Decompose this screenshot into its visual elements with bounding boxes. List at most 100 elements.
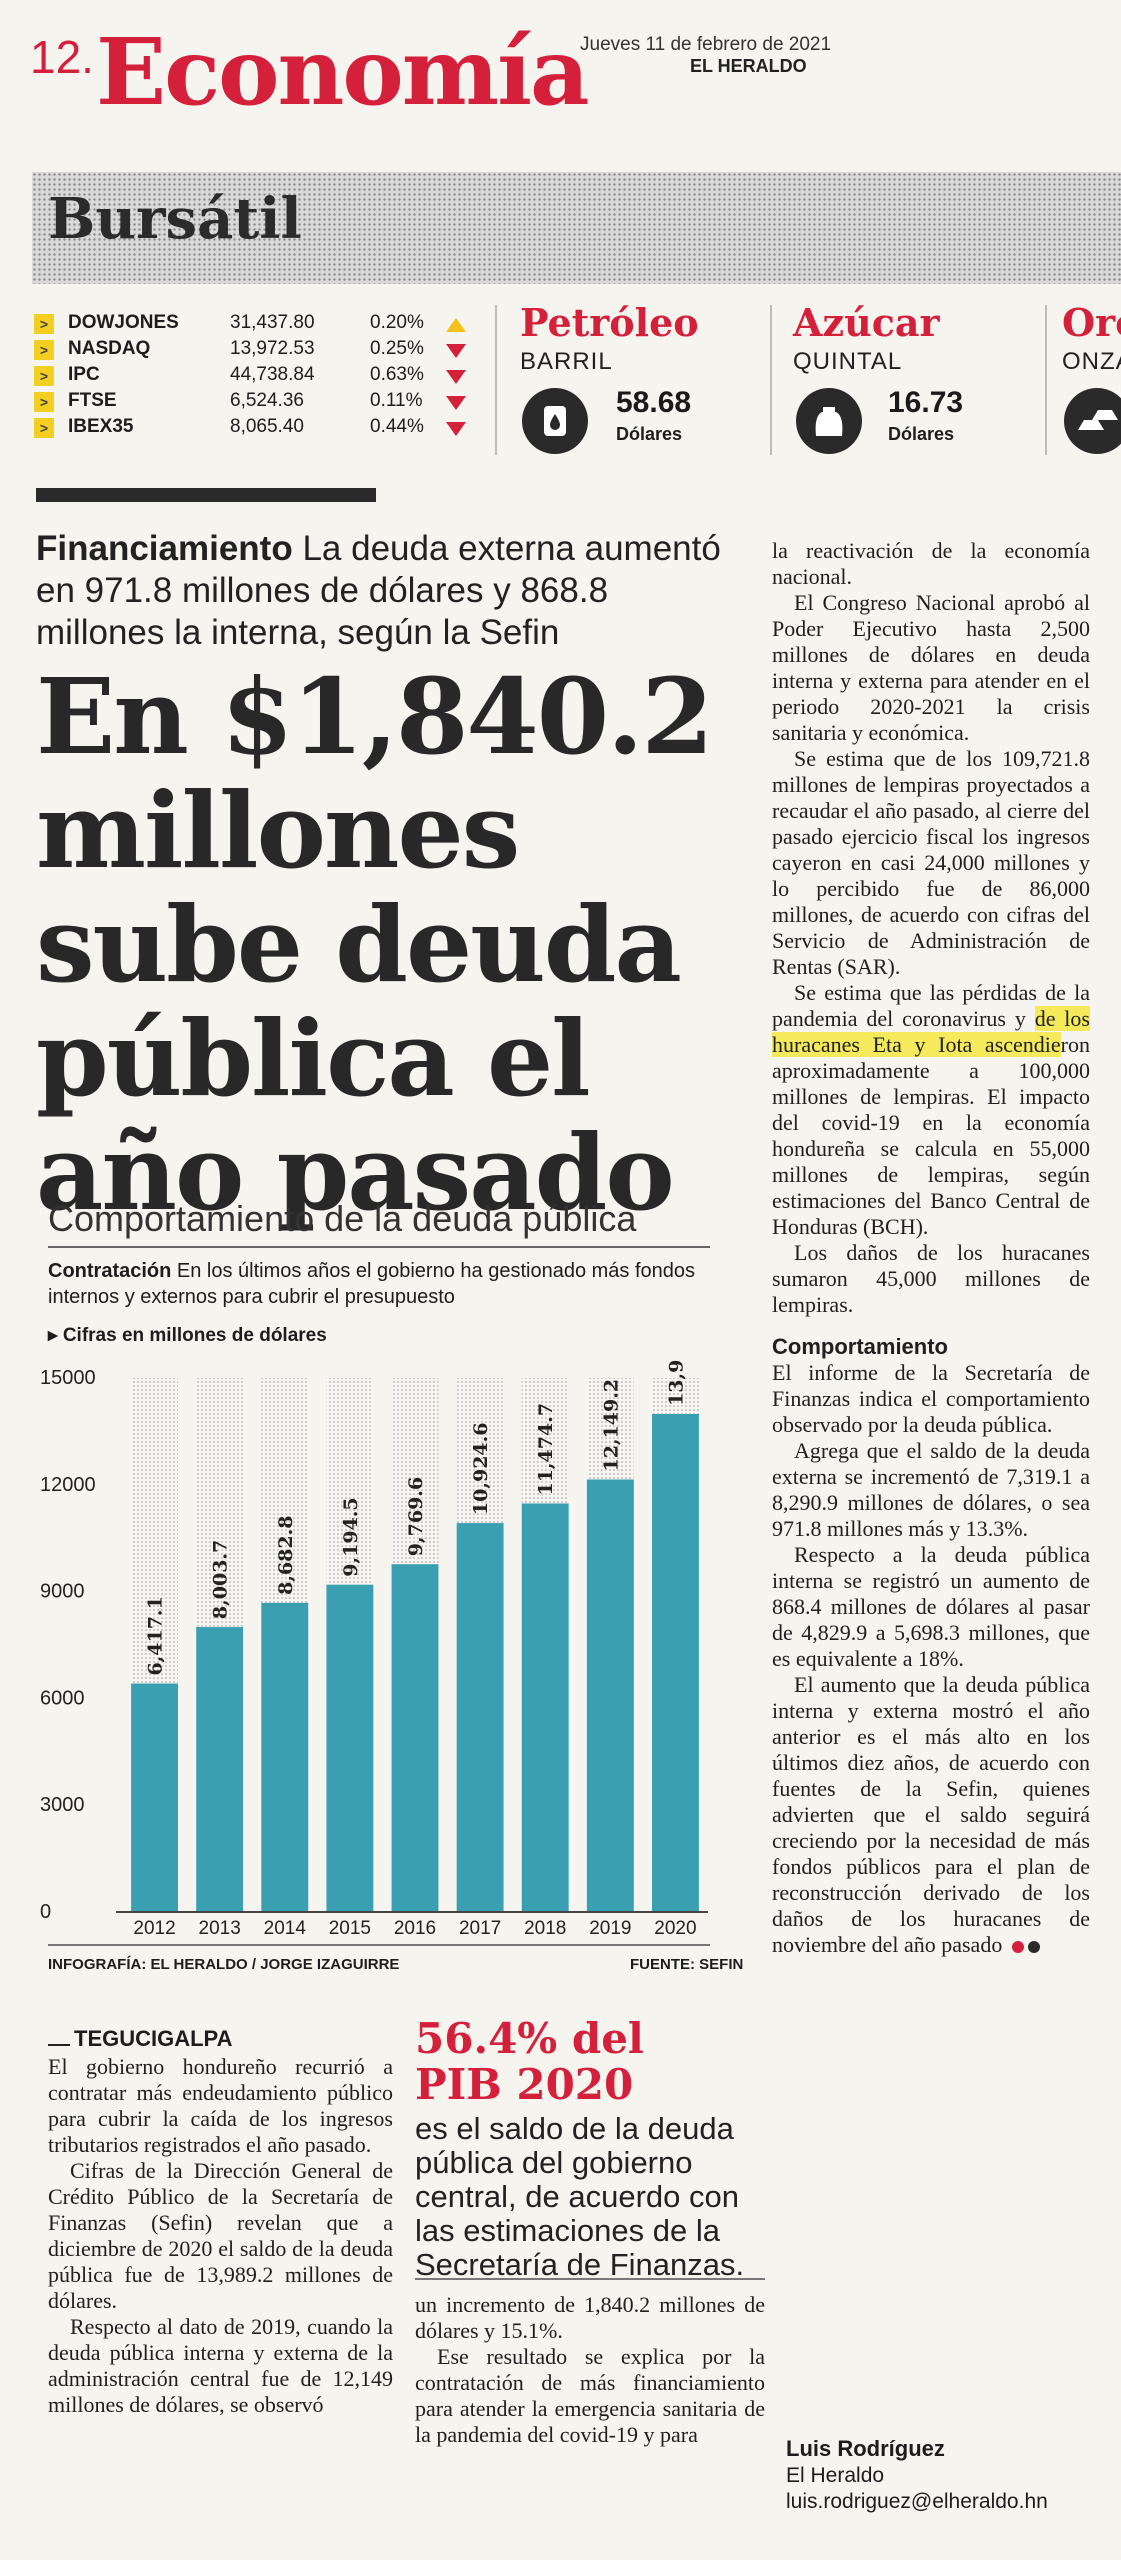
- market-row: > NASDAQ 13,972.53 0.25%: [34, 338, 474, 364]
- section-title: Economía: [96, 18, 590, 126]
- chart-source: FUENTE: SEFIN: [630, 1956, 744, 1973]
- bar: [456, 1523, 504, 1912]
- petroleo-title: Petróleo: [520, 300, 699, 345]
- x-tick-label: 2015: [329, 1918, 371, 1939]
- arrow-icon: >: [34, 392, 54, 412]
- page-number: 12.: [30, 31, 94, 83]
- arrow-icon: >: [34, 418, 54, 438]
- x-tick-label: 2019: [589, 1918, 631, 1939]
- section-divider: [36, 488, 376, 502]
- kicker-label: Financiamiento: [36, 529, 293, 568]
- x-tick-label: 2014: [264, 1918, 307, 1939]
- bar-value-label: 8,003.7: [210, 1540, 232, 1619]
- oro-title: Oro: [1062, 300, 1121, 345]
- paragraph: Se estima que de los 109,721.8 millones …: [772, 746, 1090, 979]
- bar-value-label: 6,417.1: [145, 1596, 167, 1675]
- market-row: > DOWJONES 31,437.80 0.20%: [34, 312, 474, 338]
- market-row: > IBEX35 8,065.40 0.44%: [34, 416, 474, 442]
- market-value: 8,065.40: [230, 416, 304, 437]
- bar-value-label: 12,149.2: [600, 1379, 622, 1472]
- market-name: DOWJONES: [68, 312, 179, 333]
- chart-desc-label: Contratación: [48, 1260, 172, 1282]
- x-tick-label: 2013: [199, 1918, 241, 1939]
- bar: [652, 1413, 699, 1912]
- bar: [131, 1683, 178, 1912]
- chart-title: Comportamiento de la deuda pública: [48, 1198, 637, 1239]
- column-divider: [495, 305, 497, 455]
- sugar-sack-icon: [796, 388, 862, 454]
- market-pct: 0.63%: [370, 364, 424, 385]
- text-run: Se estima que las pérdidas de la pandemi…: [772, 980, 1090, 1031]
- x-tick-label: 2018: [524, 1918, 566, 1939]
- market-name: NASDAQ: [68, 338, 151, 359]
- bar-value-label: 8,682.8: [275, 1516, 297, 1595]
- market-name: IBEX35: [68, 416, 134, 437]
- bar-value-label: 9,769.6: [405, 1477, 427, 1556]
- market-value: 44,738.84: [230, 364, 315, 385]
- arrow-icon: >: [34, 340, 54, 360]
- chart-rule: [48, 1246, 710, 1248]
- y-tick-label: 9000: [40, 1581, 85, 1603]
- market-row: > FTSE 6,524.36 0.11%: [34, 390, 474, 416]
- azucar-title: Azúcar: [793, 300, 940, 345]
- market-value: 31,437.80: [230, 312, 315, 333]
- pullquote-figure: 56.4% del PIB 2020: [415, 2014, 644, 2109]
- azucar-price: 16.73: [888, 386, 964, 419]
- down-triangle-icon: [446, 422, 466, 436]
- azucar-currency: Dólares: [888, 424, 955, 444]
- y-tick-label: 6000: [40, 1687, 85, 1709]
- market-pct: 0.11%: [370, 390, 423, 411]
- bar: [586, 1479, 634, 1912]
- petroleo-price: 58.68: [616, 386, 692, 419]
- chart-bottom-rule: [48, 1944, 710, 1946]
- chart-units: ▸ Cifras en millones de dólares: [48, 1325, 327, 1346]
- market-row: > IPC 44,738.84 0.63%: [34, 364, 474, 390]
- market-pct: 0.44%: [370, 416, 424, 437]
- subheading: Comportamiento: [772, 1334, 948, 1359]
- chart-units-text: Cifras en millones de dólares: [62, 1325, 327, 1346]
- market-name: FTSE: [68, 390, 117, 411]
- y-tick-label: 15000: [40, 1367, 96, 1389]
- text-run: El aumento que la deuda pública interna …: [772, 1672, 1090, 1957]
- bar: [196, 1627, 244, 1912]
- debt-bar-chart: 0 3000 6000 9000 12000 15000 6,417.1 2012 8,003.…: [40, 1360, 708, 1939]
- petroleo-unit: BARRIL: [520, 348, 613, 375]
- bar: [326, 1584, 374, 1912]
- x-tick-label: 2016: [394, 1918, 436, 1939]
- y-tick-label: 0: [40, 1901, 51, 1923]
- paragraph: la reactivación de la economía nacional.: [772, 538, 1090, 589]
- article-column-3: la reactivación de la economía nacional.…: [772, 538, 1090, 1958]
- paragraph: Se estima que las pérdidas de la pandemi…: [772, 980, 1090, 1240]
- chart-credit: INFOGRAFÍA: EL HERALDO / JORGE IZAGUIRRE: [48, 1956, 400, 1973]
- paragraph: El informe de la Secretaría de Finanzas …: [772, 1360, 1090, 1437]
- paragraph: El gobierno hondureño recurrió a contrat…: [48, 2054, 393, 2157]
- azucar-unit: QUINTAL: [793, 348, 903, 375]
- author-org: El Heraldo: [786, 2464, 885, 2487]
- market-name: IPC: [68, 364, 100, 385]
- up-triangle-icon: [446, 318, 466, 332]
- paragraph: Ese resultado se explica por la contrata…: [415, 2344, 765, 2447]
- chart-description: Contratación En los últimos años el gobi…: [48, 1258, 708, 1310]
- bar: [261, 1602, 309, 1912]
- x-tick-label: 2017: [459, 1918, 501, 1939]
- dateline-rule: [48, 2044, 70, 2046]
- paragraph: un incremento de 1,840.2 millones de dól…: [415, 2292, 765, 2343]
- arrow-icon: >: [34, 314, 54, 334]
- pullquote-rule: [415, 2278, 765, 2280]
- paragraph: El Congreso Nacional aprobó al Poder Eje…: [772, 590, 1090, 745]
- bursatil-title: Bursátil: [48, 186, 302, 252]
- down-triangle-icon: [446, 396, 466, 410]
- market-pct: 0.20%: [370, 312, 424, 333]
- column-divider: [770, 305, 772, 455]
- petroleo-currency: Dólares: [616, 424, 683, 444]
- x-tick-label: 2012: [133, 1918, 175, 1939]
- x-tick-label: 2020: [654, 1918, 696, 1939]
- paragraph: Agrega que el saldo de la deuda externa …: [772, 1438, 1090, 1541]
- pullquote-text: es el saldo de la deuda pública del gobi…: [415, 2111, 745, 2282]
- author-email[interactable]: luis.rodriguez@elheraldo.hn: [786, 2490, 1048, 2513]
- bar: [521, 1503, 569, 1912]
- dateline-city: TEGUCIGALPA: [74, 2026, 233, 2051]
- paragraph: Respecto a la deuda pública interna se r…: [772, 1542, 1090, 1671]
- market-value: 6,524.36: [230, 390, 304, 411]
- article-column-2: un incremento de 1,840.2 millones de dól…: [415, 2292, 765, 2448]
